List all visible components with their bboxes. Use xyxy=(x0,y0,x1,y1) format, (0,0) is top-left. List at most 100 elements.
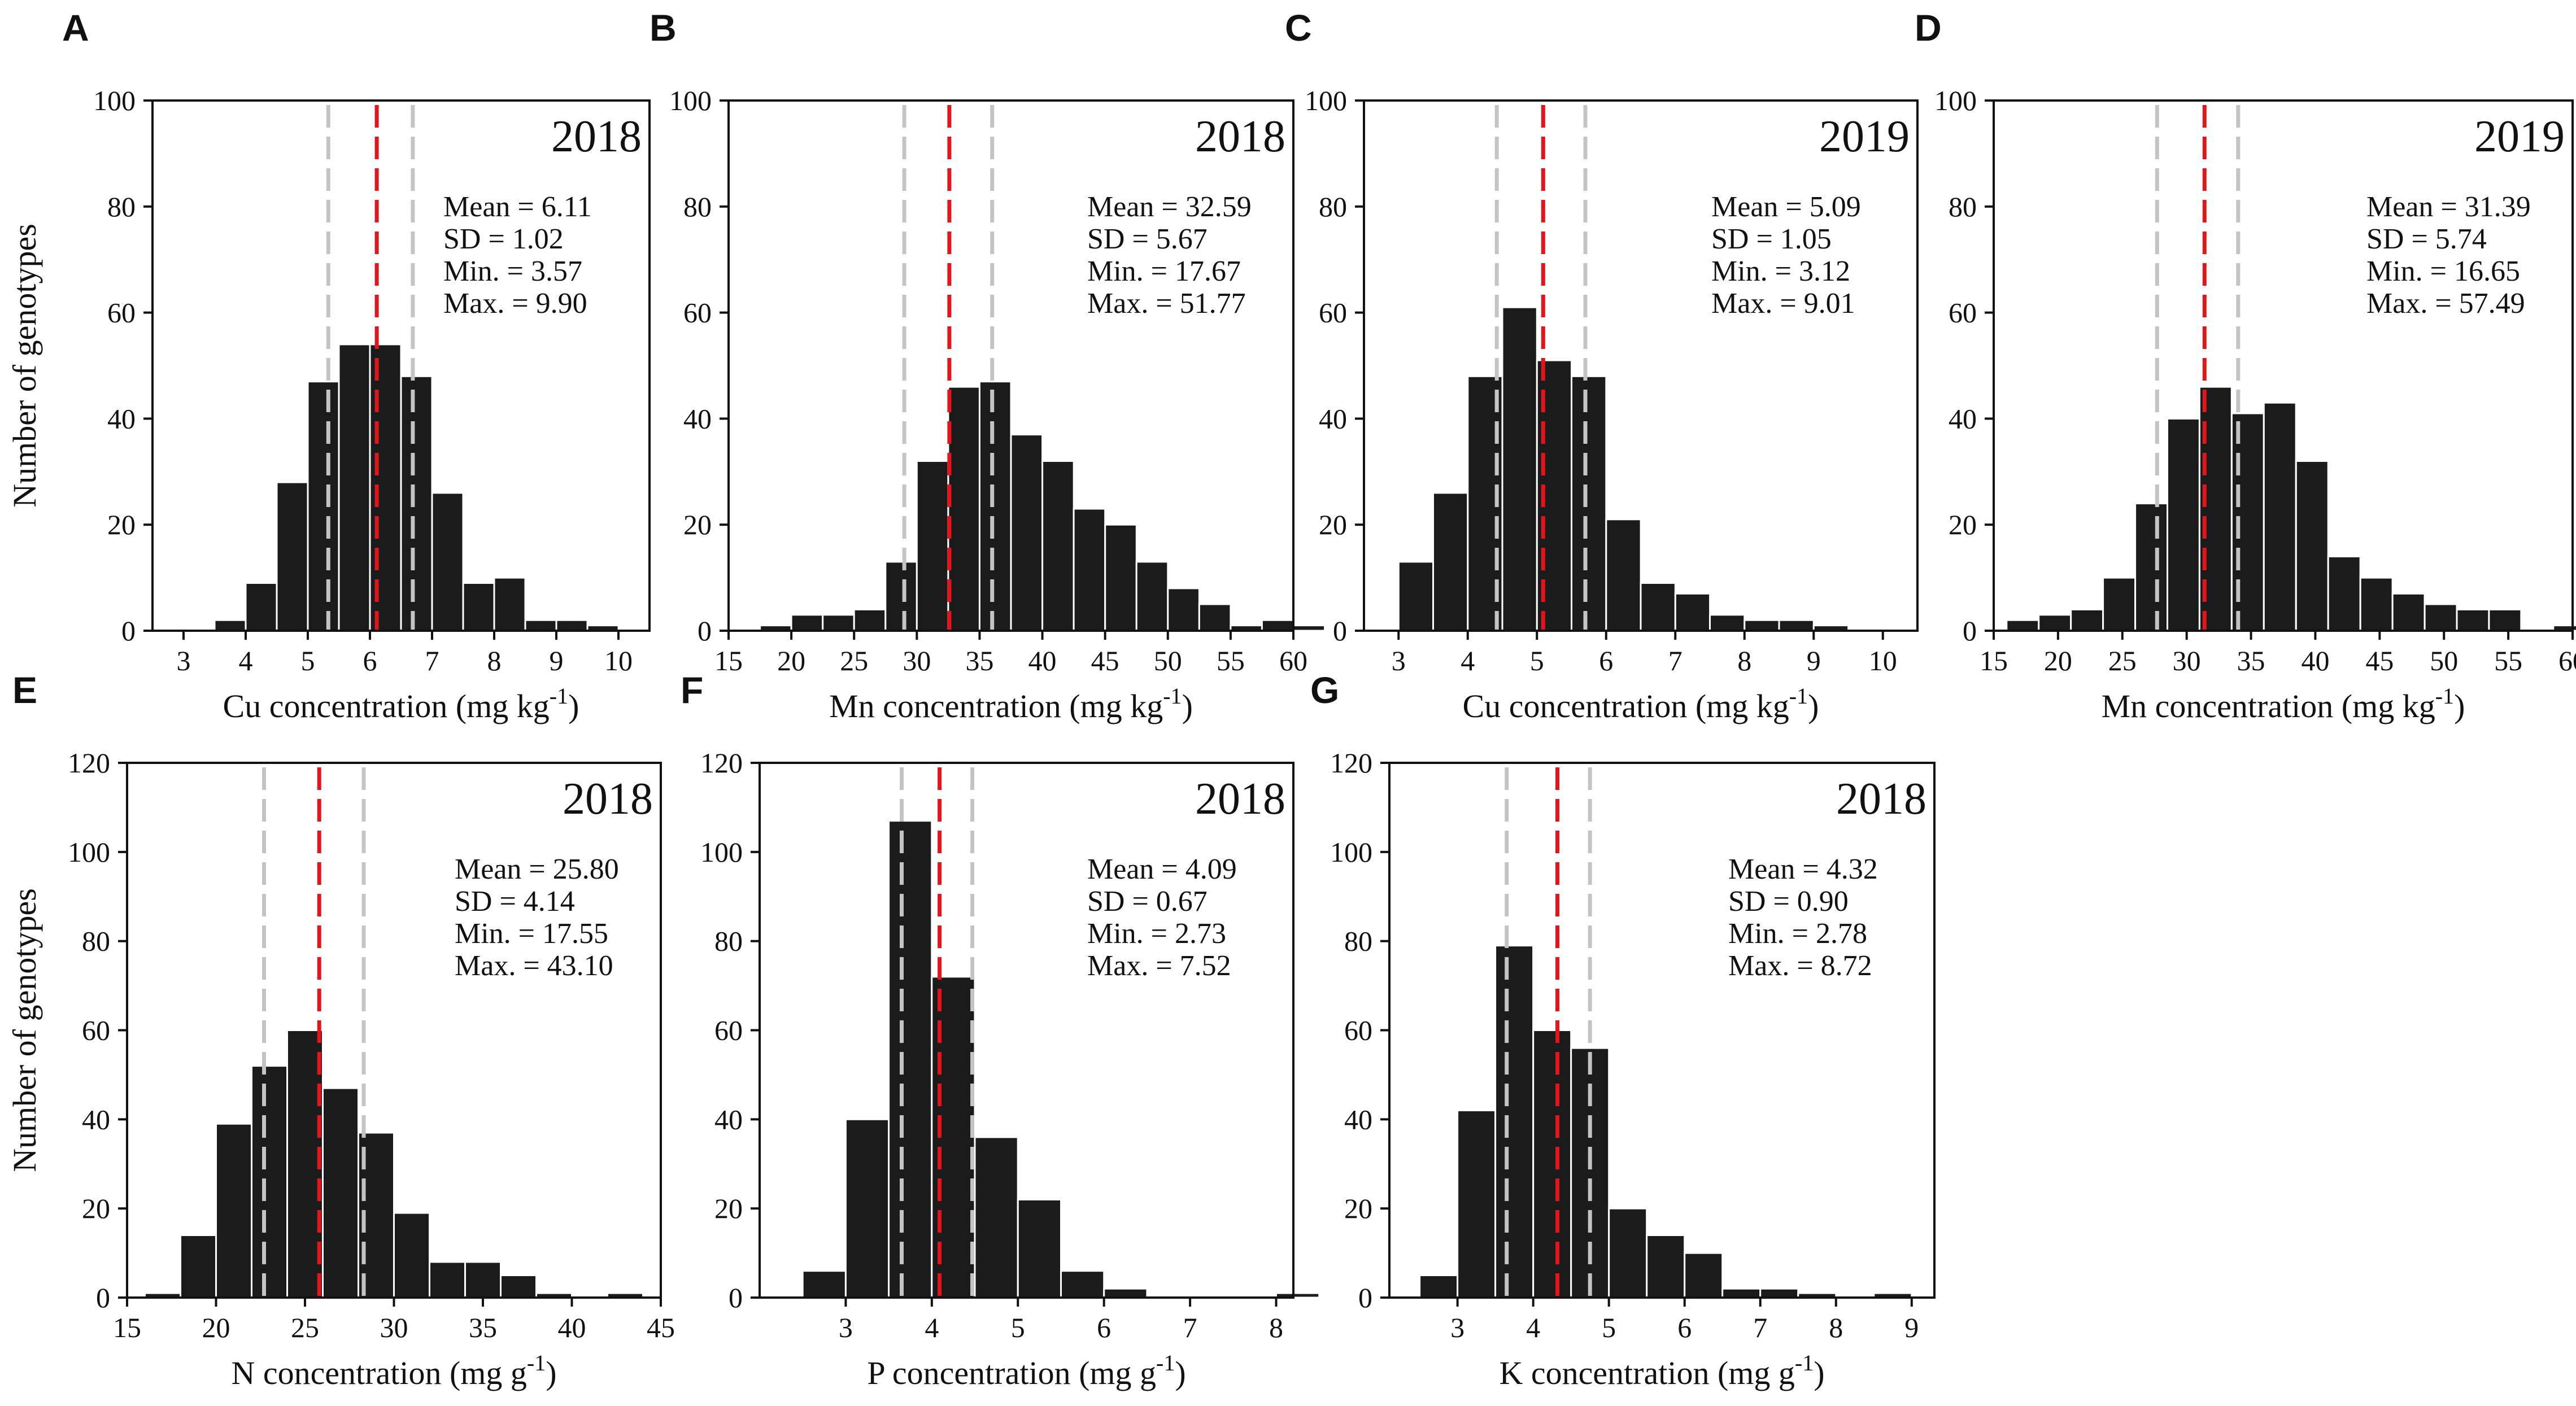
x-tick-label: 40 xyxy=(558,1312,586,1343)
x-tick-label: 20 xyxy=(777,645,805,676)
y-tick-label: 100 xyxy=(68,836,110,868)
x-tick-label: 10 xyxy=(604,645,633,676)
y-tick-label: 80 xyxy=(1344,925,1372,957)
stat-line: SD = 1.05 xyxy=(1711,223,1832,255)
histogram-bar xyxy=(2006,619,2040,632)
histogram-bar xyxy=(2391,592,2426,632)
histogram-bar xyxy=(213,619,247,632)
histogram-bar xyxy=(369,343,402,632)
x-tick-label: 40 xyxy=(2301,645,2329,676)
x-tick-label: 8 xyxy=(1269,1312,1283,1343)
histogram-bar xyxy=(245,582,278,632)
y-tick-label: 60 xyxy=(1344,1015,1372,1046)
histogram-bar xyxy=(888,820,933,1299)
stat-line: Min. = 17.55 xyxy=(455,918,608,950)
histogram-bar xyxy=(1494,945,1535,1299)
year-label: 2018 xyxy=(551,112,642,161)
stat-line: Mean = 25.80 xyxy=(455,853,619,885)
stat-line: Mean = 32.59 xyxy=(1087,191,1252,223)
year-label: 2018 xyxy=(1195,112,1285,161)
year-label: 2018 xyxy=(563,774,653,824)
x-tick-label: 30 xyxy=(380,1312,408,1343)
x-tick-label: 3 xyxy=(1450,1312,1464,1343)
y-tick-label: 40 xyxy=(683,403,712,434)
panel-letter: C xyxy=(1285,7,1312,49)
stat-line: Max. = 7.52 xyxy=(1087,950,1231,982)
x-tick-label: 35 xyxy=(469,1312,497,1343)
panel-a: 0 20 40 60 80 100 3 4 5 6 7 8 9 10 Cu concentration (m… xyxy=(6,7,651,724)
histogram-bar xyxy=(1275,1292,1320,1299)
histogram-bar xyxy=(493,577,526,632)
histogram-bar xyxy=(1135,561,1169,632)
y-tick-label: 100 xyxy=(669,85,712,116)
histogram-bar xyxy=(1261,619,1294,632)
x-tick-label: 30 xyxy=(2173,645,2201,676)
stat-line: Mean = 31.39 xyxy=(2366,191,2531,223)
histogram-bar xyxy=(524,619,557,632)
y-tick-label: 80 xyxy=(1319,191,1347,222)
y-tick-label: 0 xyxy=(121,615,136,647)
x-tick-label: 7 xyxy=(1668,645,1683,676)
x-tick-label: 5 xyxy=(301,645,315,676)
histogram-bar xyxy=(322,1087,359,1299)
panel-letter: G xyxy=(1310,669,1339,711)
stat-line: Min. = 3.57 xyxy=(443,255,582,287)
histogram-bar xyxy=(462,582,495,632)
stat-line: Mean = 6.11 xyxy=(443,191,592,223)
histogram-bar xyxy=(844,1118,890,1299)
x-tick-label: 60 xyxy=(2558,645,2576,676)
histogram-bar xyxy=(853,608,887,632)
x-tick-label: 6 xyxy=(1599,645,1613,676)
histogram-bar xyxy=(1198,603,1232,632)
y-tick-label: 20 xyxy=(1344,1193,1372,1224)
x-axis-label: Cu concentration (mg kg-1) xyxy=(223,683,579,724)
y-tick-label: 0 xyxy=(1358,1282,1372,1313)
x-tick-label: 55 xyxy=(2494,645,2522,676)
x-tick-label: 3 xyxy=(1392,645,1406,676)
stat-line: SD = 5.74 xyxy=(2366,223,2487,255)
y-tick-label: 80 xyxy=(714,925,743,957)
histogram-bar xyxy=(1292,625,1326,632)
y-tick-label: 100 xyxy=(700,836,743,868)
x-tick-label: 35 xyxy=(2237,645,2265,676)
y-tick-label: 0 xyxy=(1963,615,1977,647)
x-tick-label: 4 xyxy=(1526,1312,1540,1343)
histogram-bar xyxy=(790,614,824,632)
stat-line: SD = 4.14 xyxy=(455,885,575,918)
x-tick-label: 25 xyxy=(291,1312,319,1343)
y-tick-label: 20 xyxy=(107,509,136,540)
x-tick-label: 60 xyxy=(1279,645,1307,676)
stat-line: Max. = 9.01 xyxy=(1711,287,1855,320)
x-tick-label: 30 xyxy=(903,645,931,676)
panel-b: 0 20 40 60 80 100 15 20 25 30 35 40 45 50 55 60 Mn conce… xyxy=(650,7,1326,724)
x-axis-label: K concentration (mg g-1) xyxy=(1499,1350,1824,1391)
x-tick-label: 4 xyxy=(925,1312,939,1343)
histogram-bar xyxy=(429,1261,466,1299)
histogram-bar xyxy=(1017,1198,1062,1299)
x-tick-label: 7 xyxy=(1183,1312,1197,1343)
histogram-bar xyxy=(947,386,981,632)
histogram-bar xyxy=(1674,592,1711,632)
histogram-bar xyxy=(555,619,589,632)
y-tick-label: 20 xyxy=(1319,509,1347,540)
panel-letter: E xyxy=(12,669,37,711)
x-tick-label: 50 xyxy=(1154,645,1182,676)
y-tick-label: 40 xyxy=(714,1103,743,1135)
histogram-bar xyxy=(974,1136,1019,1299)
x-tick-label: 4 xyxy=(1461,645,1475,676)
stat-line: Max. = 43.10 xyxy=(455,950,613,982)
x-tick-label: 50 xyxy=(2430,645,2458,676)
histogram-bar xyxy=(2102,577,2137,632)
x-tick-label: 3 xyxy=(839,1312,853,1343)
histogram-bar xyxy=(338,343,371,632)
histogram-bar xyxy=(916,460,949,632)
x-tick-label: 5 xyxy=(1602,1312,1616,1343)
y-tick-label: 40 xyxy=(1319,403,1347,434)
histogram-bar xyxy=(400,375,433,632)
x-tick-label: 15 xyxy=(1980,645,2008,676)
histogram-bar xyxy=(2456,608,2490,632)
y-tick-label: 20 xyxy=(82,1193,110,1224)
x-axis-label: Mn concentration (mg kg-1) xyxy=(829,683,1193,724)
panel-letter: A xyxy=(62,7,89,49)
y-tick-label: 60 xyxy=(82,1015,110,1046)
